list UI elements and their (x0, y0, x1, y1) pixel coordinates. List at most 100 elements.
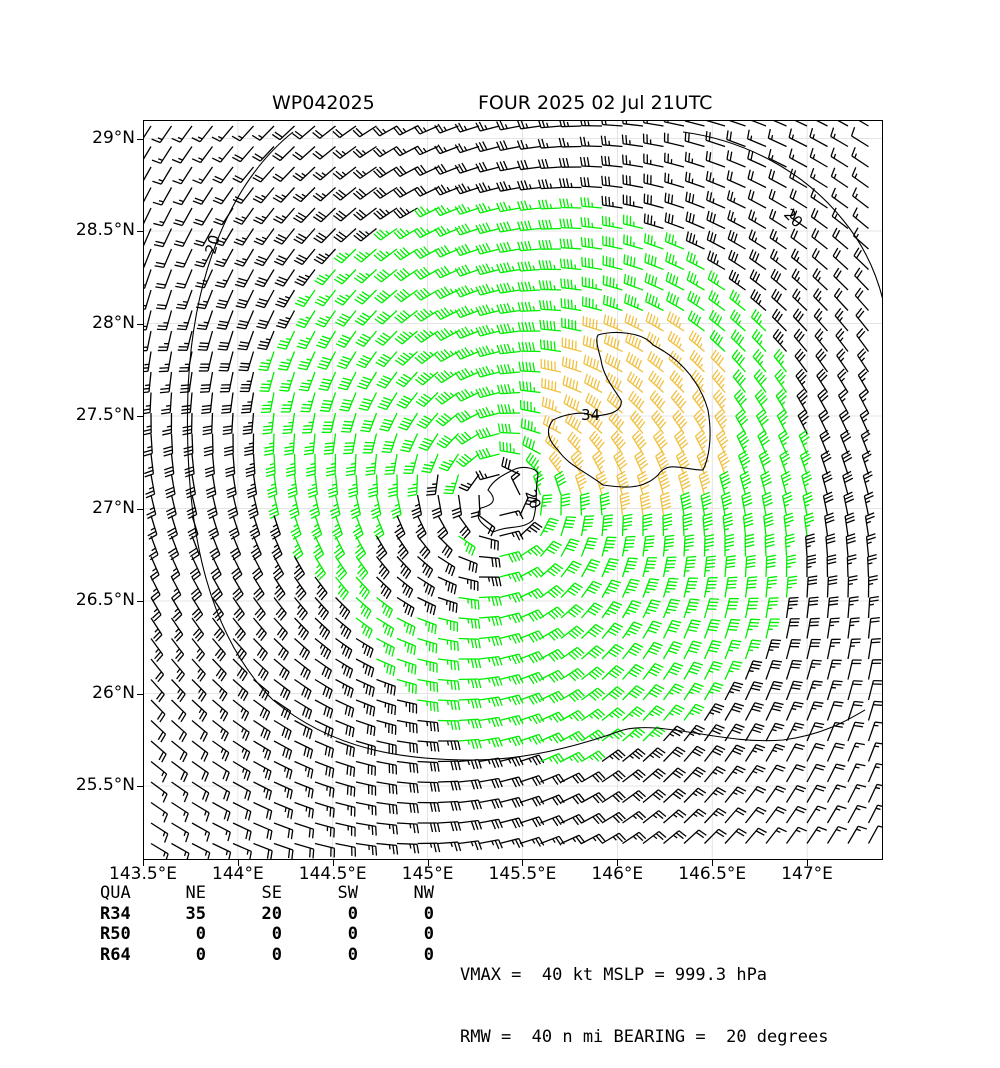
wind-barb (732, 350, 745, 372)
wind-barb (250, 516, 260, 540)
wind-barb (807, 723, 824, 741)
wind-barb (438, 802, 460, 811)
wind-barb (541, 359, 561, 372)
wind-barb (725, 534, 734, 556)
wind-barb (623, 155, 643, 167)
wind-barb (459, 699, 481, 708)
wind-barb (684, 620, 701, 638)
wind-barb (787, 786, 806, 803)
wind-barb (828, 681, 843, 700)
wind-barb (254, 782, 272, 800)
wind-barb (295, 721, 313, 739)
wind-barb (807, 660, 822, 679)
wind-barb (539, 260, 561, 269)
wind-barb (143, 290, 151, 309)
wind-barb (418, 803, 440, 812)
wind-barb (438, 577, 456, 594)
wind-barb (623, 643, 644, 659)
wind-barb (643, 748, 665, 762)
wind-barb (459, 536, 476, 556)
wind-barb (151, 803, 167, 823)
wind-barb (374, 167, 397, 177)
wind-barb (869, 597, 879, 618)
wind-barb (415, 372, 438, 385)
wind-barb (295, 290, 315, 307)
wind-barb (869, 722, 884, 741)
wind-barb (807, 681, 823, 700)
wind-barb (725, 640, 741, 659)
wind-barb (476, 243, 500, 254)
wind-barb (687, 271, 704, 290)
wind-barb (602, 792, 625, 803)
row-label: R64 (100, 945, 162, 966)
wind-barb (815, 329, 827, 352)
wind-barb (476, 203, 500, 213)
wind-barb (315, 680, 332, 699)
wind-barb (848, 597, 859, 618)
wind-barb (333, 147, 356, 159)
wind-barb (603, 256, 622, 270)
wind-barb (500, 818, 524, 828)
wind-barb (665, 133, 684, 147)
wind-barb (851, 120, 868, 126)
wind-barb (807, 764, 825, 782)
wind-barb (275, 290, 294, 307)
wind-barb (438, 659, 459, 671)
wind-barb (843, 471, 853, 495)
wind-barb (582, 538, 598, 557)
wind-barb (397, 700, 417, 714)
wind-barb (706, 151, 725, 167)
wind-barb (418, 577, 435, 596)
wind-barb (476, 223, 500, 234)
wind-barb (772, 289, 787, 310)
wind-barb (855, 288, 868, 310)
wind-barb (853, 187, 869, 208)
wind-barb (852, 167, 868, 187)
wind-barb (560, 178, 582, 187)
wind-barb (288, 475, 298, 498)
wind-barb (582, 581, 602, 597)
wind-barb (190, 557, 200, 581)
wind-barb (295, 659, 311, 680)
wind-barb (787, 765, 806, 782)
wind-barb (498, 423, 520, 433)
header-sw: SW (282, 883, 358, 904)
wind-barb (684, 683, 704, 700)
wind-barb (561, 773, 585, 783)
wind-barb (153, 188, 172, 205)
wind-barb (848, 764, 865, 782)
wind-barb (343, 434, 356, 454)
wind-barb (787, 744, 805, 762)
wind-barb (646, 293, 664, 311)
wind-barb (754, 369, 766, 392)
wind-barb (356, 557, 368, 580)
wind-barb (705, 578, 718, 598)
wind-barb (780, 451, 790, 475)
wind-barb (811, 168, 828, 187)
wind-barb (810, 128, 828, 146)
wind-barb (813, 268, 828, 290)
wind-barb (353, 188, 376, 200)
wind-barb (725, 556, 736, 577)
wind-barb (541, 649, 565, 661)
wind-barb (418, 843, 440, 852)
header-ne: NE (162, 883, 206, 904)
wind-barb (414, 267, 438, 279)
wind-barb (195, 270, 212, 288)
wind-barb (819, 410, 829, 434)
wind-barb (310, 495, 320, 518)
wind-barb (787, 702, 804, 720)
wind-barb (373, 147, 397, 157)
wind-barb (394, 126, 418, 135)
wind-barb (333, 167, 356, 179)
wind-barb (396, 372, 418, 387)
wind-barb (787, 681, 803, 700)
wind-barb (397, 823, 418, 833)
wind-barb (414, 207, 438, 217)
wind-barb (192, 659, 205, 681)
wind-barb (173, 188, 192, 205)
wind-barb (165, 475, 175, 498)
wind-barb (665, 232, 684, 249)
wind-barb (151, 823, 168, 842)
wind-barb (561, 517, 576, 536)
